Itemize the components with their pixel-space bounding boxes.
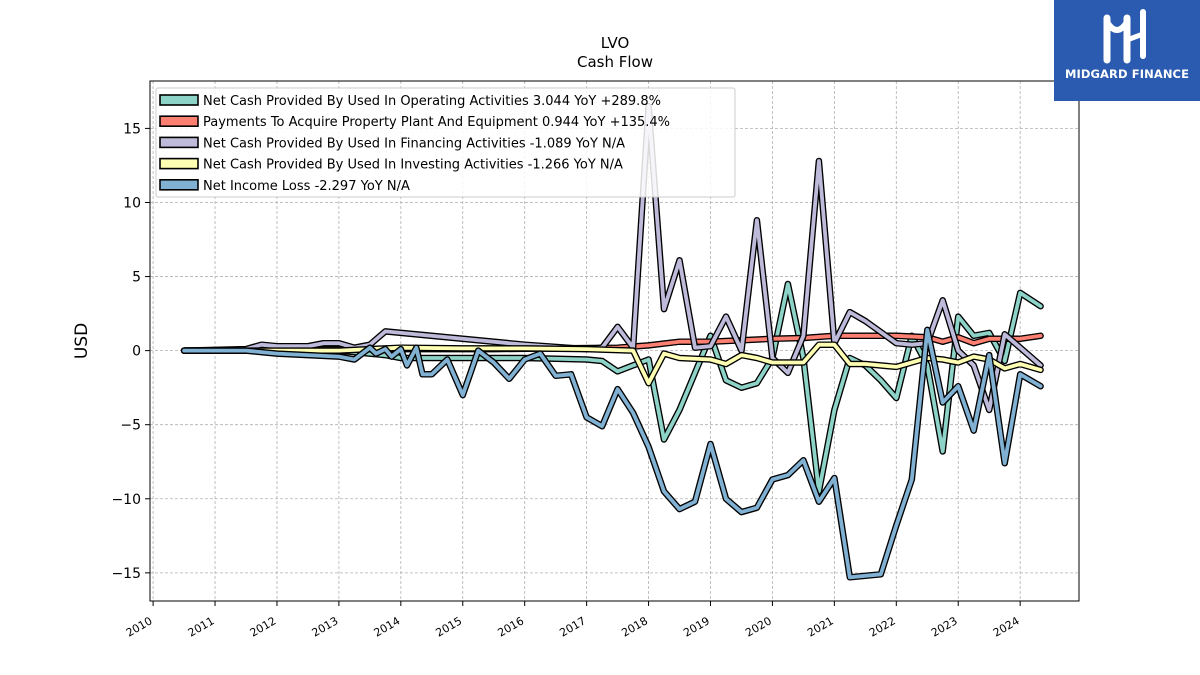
legend-swatch [159, 94, 199, 106]
legend-swatch [159, 157, 199, 170]
x-tick-label: 2021 [805, 614, 836, 639]
y-tick-label: 10 [123, 195, 141, 211]
series-line [182, 342, 1043, 386]
x-tick-label: 2010 [124, 614, 155, 639]
series-line [182, 104, 1043, 412]
y-tick-label: −10 [111, 492, 141, 508]
legend-label: Net Cash Provided By Used In Investing A… [203, 158, 623, 173]
chart-title: LVO [601, 34, 630, 52]
plot-frame [149, 80, 1080, 602]
y-axis-label: USD [72, 323, 92, 359]
legend-swatch [159, 179, 199, 191]
y-tick-label: 15 [123, 121, 141, 137]
x-tick-label: 2018 [619, 614, 650, 639]
legend-swatch [159, 115, 199, 127]
x-tick-label: 2014 [372, 614, 403, 639]
brand-logo: MIDGARD FINANCE [1054, 0, 1200, 101]
legend-swatch [159, 136, 199, 149]
x-tick-label: 2012 [248, 614, 279, 639]
legend-label: Net Income Loss -2.297 YoY N/A [203, 179, 410, 194]
y-tick-label: −5 [120, 418, 141, 434]
brand-name: MIDGARD FINANCE [1064, 67, 1190, 81]
x-tick-label: 2019 [681, 614, 712, 639]
legend-label: Payments To Acquire Property Plant And E… [203, 115, 670, 130]
x-tick-label: 2023 [929, 614, 960, 639]
legend-label: Net Cash Provided By Used In Operating A… [203, 94, 661, 109]
y-tick-label: 0 [132, 344, 141, 360]
legend-box [155, 87, 736, 198]
x-tick-label: 2016 [495, 614, 526, 639]
x-tick-label: 2022 [867, 614, 898, 639]
legend: Net Cash Provided By Used In Operating A… [155, 87, 736, 198]
series-lines [180, 102, 1044, 581]
x-tick-label: 2020 [743, 614, 774, 639]
x-tick-label: 2024 [991, 614, 1022, 639]
midgard-logo-icon [1103, 9, 1146, 64]
x-tick-label: 2017 [557, 614, 588, 639]
chart-subtitle: Cash Flow [577, 53, 653, 71]
y-tick-label: −15 [111, 566, 141, 582]
series-line [182, 327, 1043, 580]
x-tick-label: 2013 [310, 614, 341, 639]
legend-label: Net Cash Provided By Used In Financing A… [203, 136, 625, 151]
x-tick-label: 2015 [434, 614, 465, 639]
y-tick-label: 5 [132, 270, 141, 286]
x-tick-label: 2011 [186, 614, 217, 639]
